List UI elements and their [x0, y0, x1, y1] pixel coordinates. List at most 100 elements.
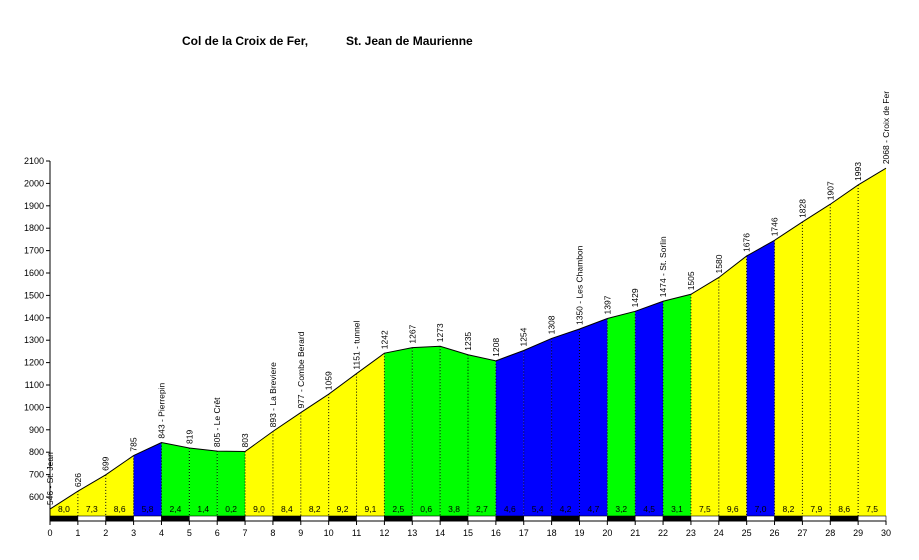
- y-tick-label: 900: [29, 425, 44, 435]
- segment-area: [77, 474, 106, 516]
- point-label: 1828: [797, 199, 807, 218]
- grade-label: 2,4: [169, 504, 181, 514]
- point-label: 1474 - St. Sorlin: [658, 236, 668, 297]
- scale-bar-block: [49, 515, 79, 522]
- x-tick-label: 9: [298, 528, 303, 538]
- grade-labels: 8,0 7,3 8,6 5,8 2,4 1,4 0,2 9,0 8,4 8,2 9,2 9,1 2,5 0…: [58, 504, 878, 514]
- x-tick-label: 25: [742, 528, 752, 538]
- scale-bar-block: [356, 515, 385, 522]
- scale-bar-block: [272, 515, 302, 522]
- scale-bar-block: [802, 515, 831, 522]
- segment-area: [774, 221, 803, 517]
- segment-area: [300, 394, 329, 516]
- scale-bar-block: [690, 515, 720, 522]
- scale-bar-block: [133, 515, 162, 522]
- grade-label: 4,2: [560, 504, 572, 514]
- grade-label: 8,6: [114, 504, 126, 514]
- scale-bar-block: [774, 515, 803, 522]
- x-tick-label: 28: [825, 528, 835, 538]
- segment-area: [356, 353, 385, 516]
- scale-bar-block: [718, 515, 747, 522]
- segment-area: [830, 184, 859, 516]
- scale-bar-block: [551, 515, 580, 522]
- point-label: 1273: [435, 323, 445, 342]
- y-tick-label: 1900: [24, 201, 44, 211]
- grade-label: 7,3: [86, 504, 98, 514]
- chart-subtitle: St. Jean de Maurienne: [346, 34, 473, 48]
- grade-label: 7,9: [810, 504, 822, 514]
- x-tick-label: 13: [407, 528, 417, 538]
- scale-bar-block: [523, 515, 552, 522]
- point-label: 819: [184, 429, 194, 443]
- scale-bar-block: [467, 515, 497, 522]
- segment-area: [858, 168, 886, 516]
- scale-bar-block: [495, 515, 525, 522]
- scale-bar-block: [857, 515, 887, 522]
- y-tick-label: 1200: [24, 358, 44, 368]
- segment-area: [495, 350, 524, 516]
- point-label: 1267: [407, 324, 417, 343]
- point-label: 1308: [547, 315, 557, 334]
- y-tick-label: 1000: [24, 402, 44, 412]
- point-label: 1993: [853, 162, 863, 181]
- point-label: 843 - Pierrepin: [156, 383, 166, 439]
- segment-area: [551, 329, 580, 516]
- point-label: 2068 - Croix de Fer: [881, 91, 891, 164]
- segment-area: [412, 346, 441, 516]
- segment-area: [133, 442, 162, 516]
- x-tick-label: 1: [75, 528, 80, 538]
- segment-area: [718, 255, 747, 516]
- grade-label: 8,4: [281, 504, 293, 514]
- grade-label: 9,2: [337, 504, 349, 514]
- segment-area: [384, 347, 413, 516]
- scale-bar-block: [607, 515, 636, 522]
- point-label: 1350 - Les Chambon: [574, 245, 584, 325]
- grade-label: 9,6: [727, 504, 739, 514]
- grade-label: 0,2: [225, 504, 237, 514]
- x-tick-label: 29: [853, 528, 863, 538]
- x-tick-label: 3: [131, 528, 136, 538]
- grade-label: 9,0: [253, 504, 265, 514]
- x-tick-label: 0: [47, 528, 52, 538]
- grade-label: 7,5: [866, 504, 878, 514]
- point-label: 1746: [770, 217, 780, 236]
- segment-area: [579, 318, 608, 516]
- scale-bar-block: [439, 515, 469, 522]
- y-tick-label: 1600: [24, 268, 44, 278]
- x-tick-label: 24: [714, 528, 724, 538]
- x-tick-label: 17: [519, 528, 529, 538]
- segment-area: [746, 240, 775, 516]
- point-label: 977 - Combe Berard: [296, 331, 306, 408]
- grade-label: 0,6: [420, 504, 432, 514]
- point-labels: 546 - St. Jean 626 699 785 843 - Pierrepin 81…: [45, 91, 891, 505]
- segment-area: [523, 338, 552, 516]
- segment-area: [690, 277, 719, 516]
- point-label: 1580: [714, 254, 724, 273]
- scale-bar-block: [829, 515, 859, 522]
- x-tick-label: 11: [352, 528, 361, 538]
- x-tick-label: 2: [103, 528, 108, 538]
- point-label: 546 - St. Jean: [45, 452, 55, 505]
- x-tick-label: 15: [463, 528, 473, 538]
- point-label: 805 - Le Crêt: [212, 397, 222, 447]
- point-label: 1254: [519, 327, 529, 346]
- y-tick-label: 800: [29, 447, 44, 457]
- grade-label: 7,5: [699, 504, 711, 514]
- x-tick-label: 18: [547, 528, 557, 538]
- segment-area: [217, 451, 246, 516]
- segment-area: [161, 442, 190, 516]
- scale-bar-block: [105, 515, 134, 522]
- x-tick-label: 6: [215, 528, 220, 538]
- y-axis-ticks: 600 700 800 900 1000 1100 1200 1300 1400 1500 1600…: [24, 156, 50, 502]
- point-label: 1397: [602, 295, 612, 314]
- segment-area: [468, 354, 496, 516]
- segment-area: [50, 491, 78, 516]
- x-tick-label: 21: [630, 528, 640, 538]
- x-tick-label: 20: [602, 528, 612, 538]
- segment-area: [802, 204, 831, 516]
- y-tick-label: 1700: [24, 246, 44, 256]
- grade-label: 2,7: [476, 504, 488, 514]
- chart-title: Col de la Croix de Fer,: [182, 34, 308, 48]
- y-tick-label: 2000: [24, 178, 44, 188]
- x-tick-label: 22: [658, 528, 668, 538]
